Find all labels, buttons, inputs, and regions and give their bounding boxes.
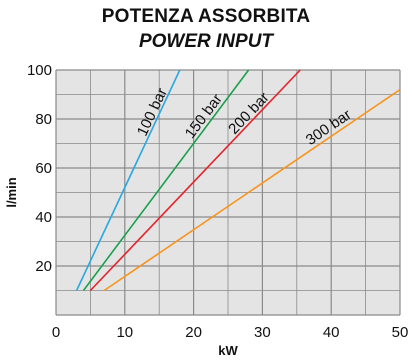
y-tick-label: 40	[35, 209, 52, 226]
x-tick-label: 40	[323, 324, 340, 341]
y-tick-label: 100	[27, 62, 52, 79]
x-tick-label: 30	[254, 324, 271, 341]
x-tick-label: 0	[52, 324, 60, 341]
series-lines	[75, 69, 401, 292]
chart-title: POTENZA ASSORBITA	[101, 6, 311, 27]
x-tick-label: 50	[392, 324, 409, 341]
y-tick-label: 20	[35, 258, 52, 275]
series-line-100-bar	[75, 69, 181, 291]
chart-subtitle: POWER INPUT	[138, 31, 274, 52]
x-axis-label: kW	[218, 343, 238, 358]
x-tick-label: 10	[116, 324, 133, 341]
y-tick-label: 80	[35, 111, 52, 128]
x-tick-label: 20	[185, 324, 202, 341]
series-line-300-bar	[103, 88, 401, 292]
series-line-150-bar	[82, 69, 250, 291]
tick-labels: 0 10 20 30 40 50 20 40 60 80 100	[27, 62, 408, 341]
y-axis-label: l/min	[4, 177, 19, 207]
y-tick-label: 60	[35, 160, 52, 177]
series-line-200-bar	[89, 69, 301, 292]
